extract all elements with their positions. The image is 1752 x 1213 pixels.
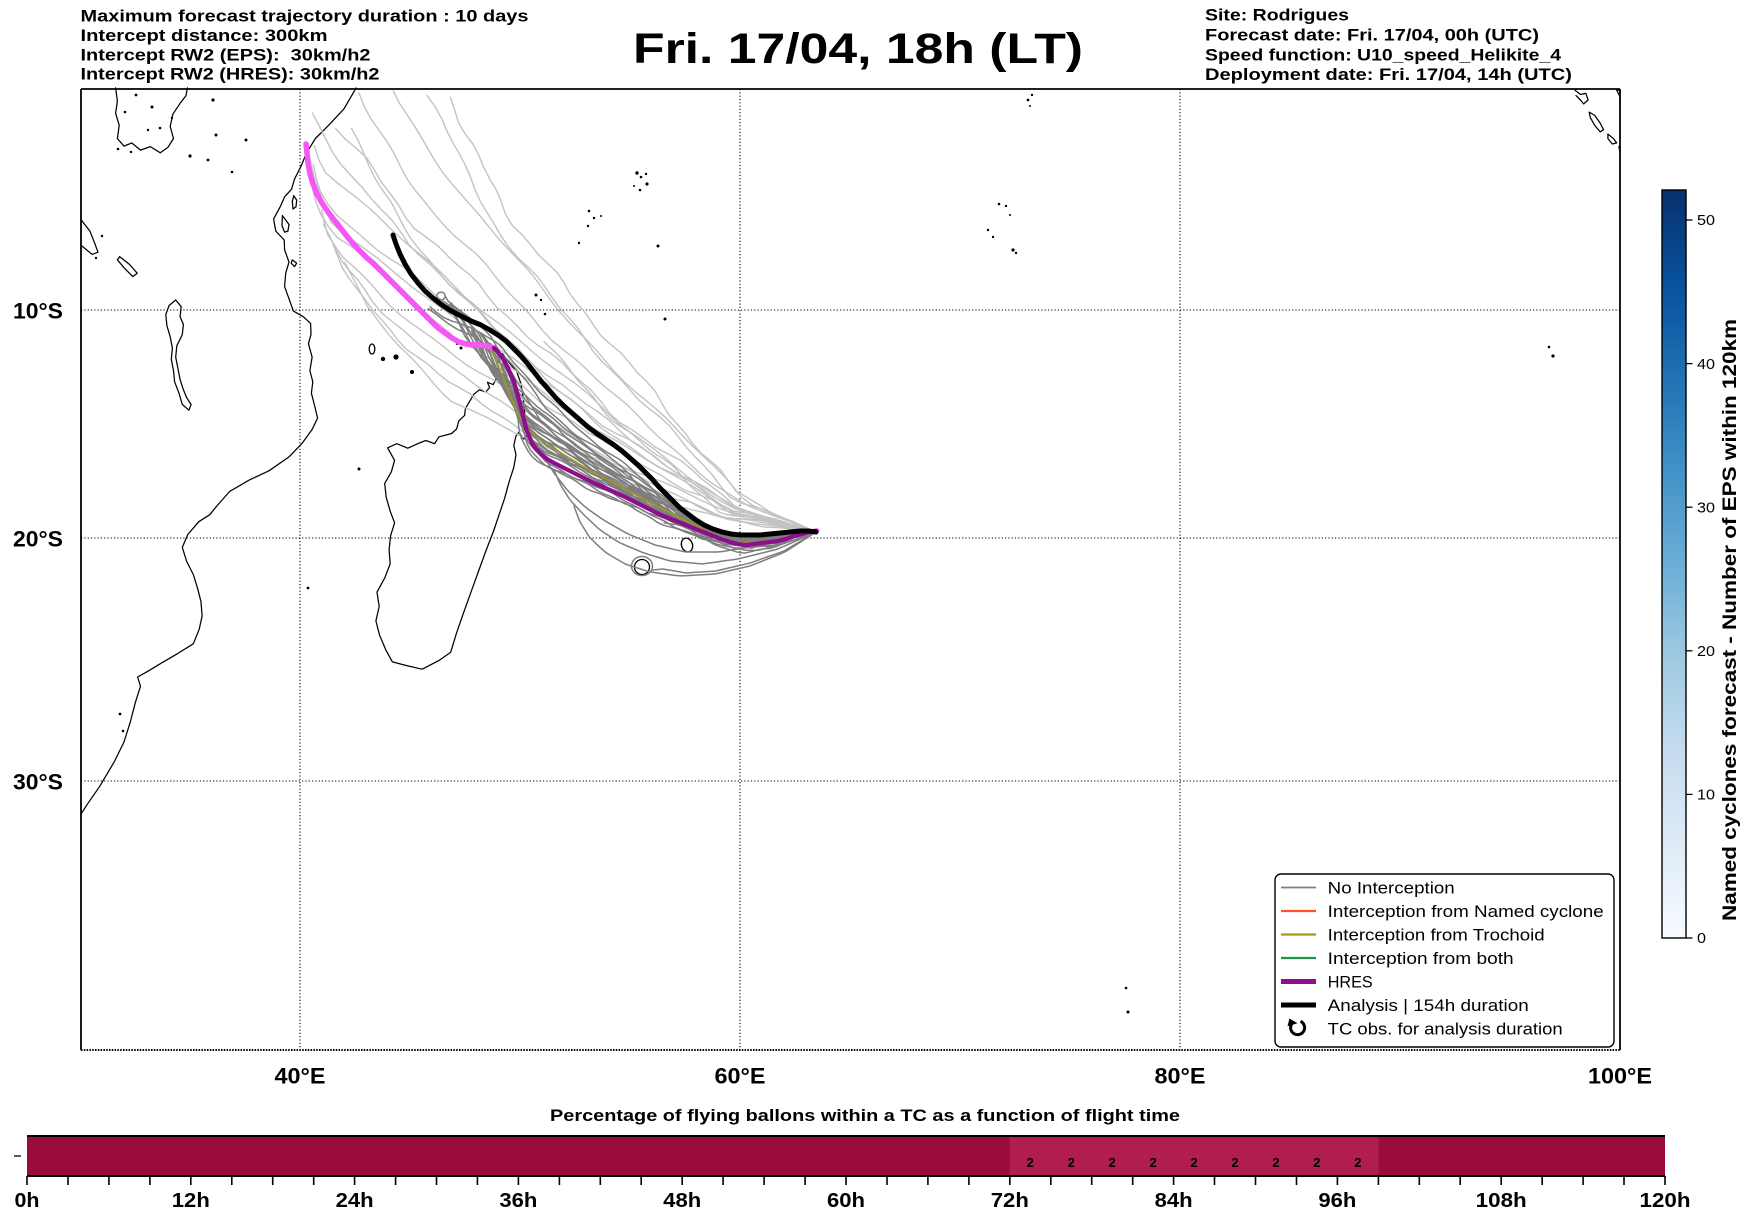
svg-text:30: 30 (1697, 500, 1715, 516)
svg-text:108h: 108h (1476, 1190, 1527, 1212)
svg-text:Analysis | 154h duration: Analysis | 154h duration (1328, 997, 1529, 1015)
svg-text:120h: 120h (1640, 1190, 1691, 1212)
svg-text:Intercept distance: 300km: Intercept distance: 300km (81, 26, 328, 45)
svg-text:Intercept RW2 (HRES): 30km/h2: Intercept RW2 (HRES): 30km/h2 (81, 65, 380, 84)
svg-text:20: 20 (1697, 644, 1715, 660)
svg-text:96h: 96h (1318, 1190, 1356, 1212)
svg-text:Site: Rodrigues: Site: Rodrigues (1205, 6, 1349, 25)
svg-text:72h: 72h (991, 1190, 1029, 1212)
svg-text:24h: 24h (336, 1190, 374, 1212)
svg-text:0h: 0h (15, 1190, 40, 1212)
svg-text:TC obs. for analysis duration: TC obs. for analysis duration (1328, 1020, 1563, 1038)
svg-text:2: 2 (1027, 1155, 1034, 1170)
svg-text:Interception from Named cyclon: Interception from Named cyclone (1328, 903, 1604, 921)
svg-text:60h: 60h (827, 1190, 865, 1212)
svg-text:HRES: HRES (1328, 973, 1373, 991)
svg-text:20°S: 20°S (13, 526, 63, 551)
svg-text:100°E: 100°E (1588, 1063, 1652, 1088)
svg-text:60°E: 60°E (715, 1063, 766, 1088)
svg-text:No Interception: No Interception (1328, 879, 1455, 897)
svg-text:36h: 36h (499, 1190, 537, 1212)
svg-text:2: 2 (1190, 1155, 1197, 1170)
svg-text:Interception from both: Interception from both (1328, 950, 1514, 968)
svg-text:80°E: 80°E (1155, 1063, 1206, 1088)
svg-text:Intercept RW2 (EPS): 30km/h2: Intercept RW2 (EPS): 30km/h2 (81, 45, 371, 64)
svg-text:30°S: 30°S (13, 769, 63, 794)
svg-text:Interception from Trochoid: Interception from Trochoid (1328, 926, 1545, 944)
svg-text:84h: 84h (1155, 1190, 1193, 1212)
svg-text:Speed function: U10_speed_Heli: Speed function: U10_speed_Helikite_4 (1205, 45, 1562, 64)
svg-text:Maximum forecast trajectory du: Maximum forecast trajectory duration : 1… (81, 7, 529, 26)
svg-text:2: 2 (1068, 1155, 1075, 1170)
svg-text:12h: 12h (172, 1190, 210, 1212)
svg-text:0: 0 (1697, 931, 1706, 947)
svg-text:Deployment date: Fri. 17/04, 1: Deployment date: Fri. 17/04, 14h (UTC) (1205, 65, 1572, 84)
svg-text:48h: 48h (663, 1190, 701, 1212)
svg-text:50: 50 (1697, 213, 1715, 229)
svg-text:2: 2 (1313, 1155, 1320, 1170)
svg-text:40: 40 (1697, 357, 1715, 373)
svg-text:2: 2 (1231, 1155, 1238, 1170)
svg-text:Percentage of flying ballons w: Percentage of flying ballons within a TC… (550, 1106, 1180, 1125)
svg-text:10°S: 10°S (13, 298, 63, 323)
svg-text:40°E: 40°E (275, 1063, 326, 1088)
svg-text:Named cyclones forecast - Numb: Named cyclones forecast - Number of EPS … (1720, 319, 1741, 921)
svg-text:Forecast date: Fri. 17/04, 00h: Forecast date: Fri. 17/04, 00h (UTC) (1205, 26, 1539, 45)
svg-text:2: 2 (1150, 1155, 1157, 1170)
svg-text:Fri. 17/04, 18h (LT): Fri. 17/04, 18h (LT) (633, 25, 1083, 73)
svg-text:2: 2 (1109, 1155, 1116, 1170)
svg-text:2: 2 (1354, 1155, 1361, 1170)
svg-text:10: 10 (1697, 788, 1715, 804)
svg-text:2: 2 (1272, 1155, 1279, 1170)
